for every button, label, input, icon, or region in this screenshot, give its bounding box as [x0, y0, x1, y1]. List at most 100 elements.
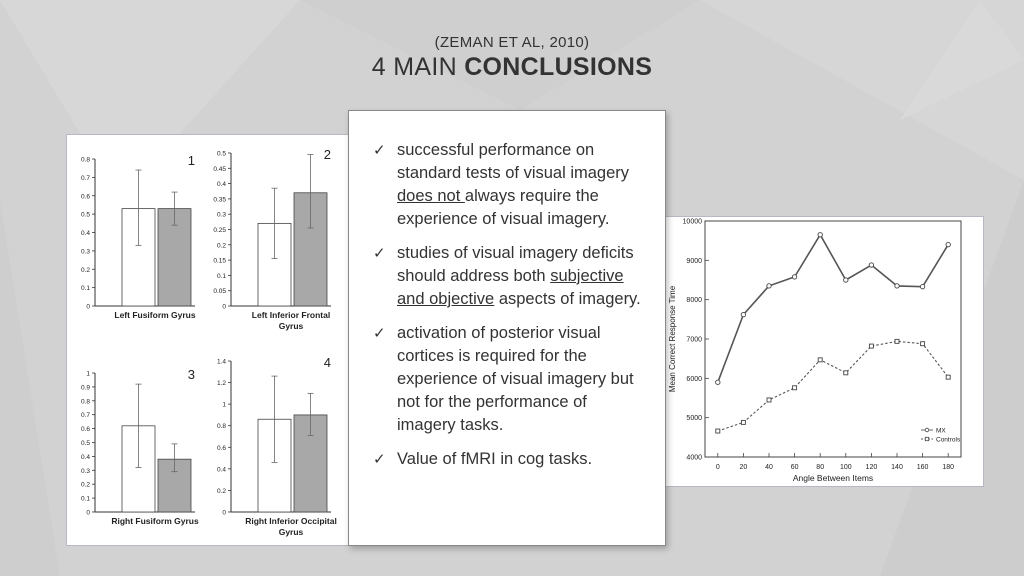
y-tick-label: 0.5: [81, 440, 90, 447]
y-tick-label: 8000: [686, 297, 702, 304]
slide-header: (ZEMAN ET AL, 2010) 4 MAIN CONCLUSIONS: [0, 34, 1024, 82]
y-axis-label: Mean Correct Response Time: [668, 285, 677, 392]
x-axis-label: Right Inferior Occipital Gyrus: [245, 516, 337, 537]
data-point: [715, 379, 721, 385]
conclusion-item-2: ✓ studies of visual imagery deficits shou…: [373, 242, 645, 311]
data-point: [868, 343, 874, 349]
slide-title: 4 MAIN CONCLUSIONS: [0, 53, 1024, 82]
bar-panel-2: 0 0.05 0.1 0.15 0.2 0.25 0.3 0.35 0.4 0.45 0.5 2 Lef…: [213, 147, 331, 331]
legend-marker: [924, 427, 930, 433]
slide-subtitle: (ZEMAN ET AL, 2010): [434, 34, 590, 51]
y-tick-label: 0.25: [213, 227, 226, 234]
y-tick-label: 0.8: [81, 398, 90, 405]
x-tick-label: 20: [740, 464, 748, 471]
x-tick-label: 180: [942, 464, 954, 471]
y-tick-label: 1.4: [217, 359, 226, 366]
conclusion-1-underlined: does not: [397, 187, 465, 205]
y-tick-label: 0.2: [217, 242, 226, 249]
data-point: [791, 274, 798, 280]
data-point: [766, 397, 772, 403]
data-point: [920, 341, 926, 347]
data-point: [843, 277, 849, 283]
checkmark-icon: ✓: [373, 142, 386, 159]
data-point: [945, 374, 951, 380]
conclusion-1-text-end: always require the experience of visual …: [397, 187, 610, 228]
y-tick-label: 0.6: [217, 445, 226, 452]
y-tick-label: 0.2: [81, 267, 90, 274]
y-tick-label: 0: [86, 510, 90, 517]
y-tick-label: 9000: [686, 258, 702, 265]
y-tick-label: 10000: [683, 219, 703, 226]
title-plain: 4 MAIN: [371, 53, 465, 81]
y-tick-label: 0: [86, 304, 90, 311]
y-tick-label: 0.4: [217, 181, 226, 188]
y-tick-label: 1: [222, 402, 226, 409]
y-tick-label: 0.6: [81, 426, 90, 433]
y-tick-label: 0.9: [81, 384, 90, 391]
x-tick-label: 140: [891, 464, 903, 471]
y-tick-label: 0.1: [81, 496, 90, 503]
bar-panel-3: 0 0.1 0.2 0.3 0.4 0.5 0.6 0.7 0.8 0.9 1 3 Right Fusi…: [81, 367, 199, 526]
y-tick-label: 0.5: [217, 151, 226, 158]
data-point: [894, 338, 900, 344]
y-tick-label: 0.3: [81, 468, 90, 475]
data-point: [740, 419, 746, 425]
bar-panel-1: 0 0.1 0.2 0.3 0.4 0.5 0.6 0.7 0.8 1 Left Fusiform …: [81, 153, 196, 320]
panel-number: 3: [188, 367, 195, 382]
y-tick-label: 0.7: [81, 412, 90, 419]
conclusions-list: ✓ successful performance on standard test…: [349, 111, 665, 471]
x-axis-label-line: Left Fusiform Gyrus: [114, 310, 196, 320]
line-chart-figure: 4000 5000 6000 7000 8000 9000 10000 0 20 40 60 80 10…: [664, 216, 984, 487]
y-tick-label: 0.2: [217, 488, 226, 495]
conclusion-item-1: ✓ successful performance on standard test…: [373, 139, 645, 231]
checkmark-icon: ✓: [373, 325, 386, 342]
x-axis-label-line: Gyrus: [279, 527, 304, 537]
x-axis-label: Right Fusiform Gyrus: [111, 516, 199, 526]
panel-number: 1: [188, 153, 195, 168]
y-tick-label: 0.4: [81, 230, 90, 237]
legend-label: MX: [936, 427, 946, 434]
data-point: [817, 357, 823, 363]
y-tick-label: 0.7: [81, 175, 90, 182]
conclusion-2-text-end: aspects of imagery.: [494, 290, 641, 308]
data-point: [945, 241, 951, 248]
title-bold: CONCLUSIONS: [464, 53, 653, 81]
legend: MX Controls: [921, 427, 961, 443]
x-axis-label-line: Right Inferior Occipital: [245, 516, 337, 526]
y-tick-label: 0.4: [81, 454, 90, 461]
y-tick-label: 0: [222, 304, 226, 311]
series-line-mx: [717, 233, 949, 383]
y-tick-label: 0.1: [217, 273, 226, 280]
legend-marker: [924, 436, 930, 442]
y-tick-label: 0.05: [213, 288, 226, 295]
y-tick-label: 0.8: [217, 423, 226, 430]
y-tick-label: 0.15: [213, 258, 226, 265]
data-point: [715, 428, 721, 434]
line-chart-svg: 4000 5000 6000 7000 8000 9000 10000 0 20 40 60 80 10…: [668, 219, 962, 483]
y-tick-label: 0.2: [81, 482, 90, 489]
data-point: [894, 283, 900, 289]
y-tick-label: 0.1: [81, 285, 90, 292]
conclusion-item-3: ✓ activation of posterior visual cortices…: [373, 322, 645, 437]
conclusion-3-text: activation of posterior visual cortices …: [397, 324, 634, 434]
y-tick-label: 0.3: [81, 248, 90, 255]
conclusion-1-text: successful performance on standard tests…: [397, 141, 630, 182]
y-tick-label: 7000: [686, 337, 702, 344]
bar-panel-4: 0 0.2 0.4 0.6 0.8 1 1.2 1.4 4 Right Inferior Occi…: [217, 355, 337, 537]
y-tick-label: 0.45: [213, 166, 226, 173]
x-tick-label: 60: [791, 464, 799, 471]
conclusion-2-text: studies of visual imagery deficits shoul…: [397, 244, 634, 285]
panel-number: 4: [324, 355, 331, 370]
y-tick-label: 0.35: [213, 196, 226, 203]
x-axis-label-line: Gyrus: [279, 321, 304, 331]
data-point: [740, 311, 747, 318]
x-tick-label: 160: [917, 464, 929, 471]
x-tick-label: 120: [866, 464, 878, 471]
x-axis-label-line: Right Fusiform Gyrus: [111, 516, 199, 526]
conclusions-card: ✓ successful performance on standard test…: [348, 110, 666, 546]
x-tick-label: 100: [840, 464, 852, 471]
y-tick-label: 0.6: [81, 193, 90, 200]
data-point: [843, 370, 849, 376]
series-line-controls: [717, 340, 949, 432]
x-tick-label: 80: [816, 464, 824, 471]
